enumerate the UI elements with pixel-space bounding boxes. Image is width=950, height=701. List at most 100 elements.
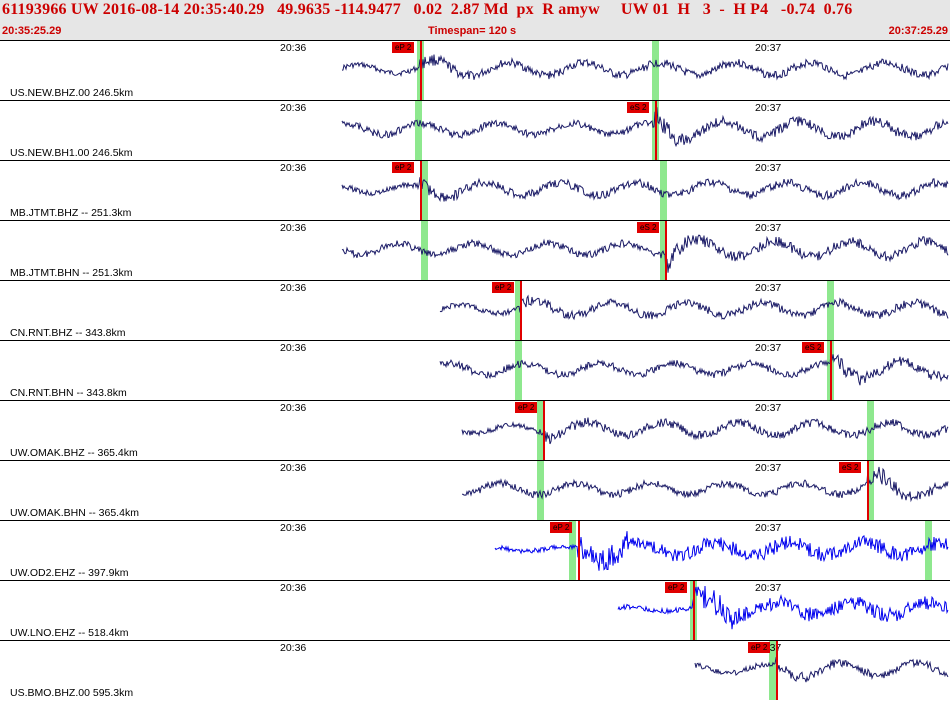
trace-panel[interactable]: 20:36 20:37 eS 2 UW.OMAK.BHN -- 365.4km — [0, 460, 950, 520]
waveform — [341, 177, 949, 203]
trace-panel[interactable]: 20:36 20:37 eP 2 US.NEW.BHZ.00 246.5km — [0, 40, 950, 100]
phase-pick-flag[interactable]: eP 2 — [392, 162, 415, 173]
phase-pick-flag[interactable]: eP 2 — [665, 582, 688, 593]
minute-label-2036: 20:36 — [280, 402, 307, 414]
phase-pick-marker[interactable] — [420, 161, 422, 220]
waveform-trace — [341, 54, 949, 81]
phase-pick-marker[interactable] — [693, 581, 695, 640]
phase-pick-flag[interactable]: eS 2 — [802, 342, 825, 353]
minute-label-2037: 20:37 — [755, 102, 782, 114]
phase-pick-flag[interactable]: eP 2 — [492, 282, 515, 293]
trace-panel[interactable]: 20:36 20:37 eS 2 CN.RNT.BHN -- 343.8km — [0, 340, 950, 400]
waveform — [439, 354, 949, 386]
phase-pick-marker[interactable] — [776, 641, 778, 700]
minute-label-2037: 20:37 — [755, 402, 782, 414]
minute-label-2037: 20:37 — [755, 42, 782, 54]
station-label: MB.JTMT.BHN -- 251.3km — [10, 267, 133, 279]
minute-label-2036: 20:36 — [280, 522, 307, 534]
waveform-trace — [341, 177, 949, 203]
phase-window-band — [867, 461, 874, 520]
minute-label-2037: 20:37 — [755, 162, 782, 174]
station-label: US.NEW.BHZ.00 246.5km — [10, 87, 134, 99]
waveform-trace — [341, 234, 949, 275]
station-label: CN.RNT.BHZ -- 343.8km — [10, 327, 126, 339]
waveform — [617, 585, 949, 630]
trace-panel[interactable]: 20:36 20:37 eP 2 CN.RNT.BHZ -- 343.8km — [0, 280, 950, 340]
waveform — [694, 656, 949, 683]
phase-pick-flag[interactable]: eP 2 — [748, 642, 771, 653]
timespan-label: Timespan= 120 s — [428, 25, 517, 37]
waveform-trace — [439, 294, 949, 321]
phase-window-band — [652, 41, 659, 100]
waveform-trace — [494, 531, 949, 571]
minute-label-2036: 20:36 — [280, 222, 307, 234]
phase-pick-flag[interactable]: eS 2 — [839, 462, 862, 473]
phase-pick-flag[interactable]: eS 2 — [637, 222, 660, 233]
phase-window-band — [569, 521, 576, 580]
station-label: UW.LNO.EHZ -- 518.4km — [10, 627, 129, 639]
phase-window-band — [537, 461, 544, 520]
station-label: US.NEW.BH1.00 246.5km — [10, 147, 133, 159]
phase-pick-marker[interactable] — [830, 341, 832, 400]
station-label: MB.JTMT.BHZ -- 251.3km — [10, 207, 132, 219]
phase-window-band — [925, 521, 932, 580]
phase-pick-marker[interactable] — [520, 281, 522, 340]
minute-label-2037: 20:37 — [755, 582, 782, 594]
waveform-trace — [461, 417, 949, 445]
phase-pick-flag[interactable]: eP 2 — [550, 522, 573, 533]
phase-pick-marker[interactable] — [655, 101, 657, 160]
trace-panel[interactable]: 20:36 20:37 eS 2 US.NEW.BH1.00 246.5km — [0, 100, 950, 160]
phase-pick-marker[interactable] — [420, 41, 422, 100]
phase-window-band — [827, 281, 834, 340]
phase-window-band — [660, 161, 667, 220]
window-end-time: 20:37:25.29 — [888, 25, 948, 37]
waveform-trace — [341, 106, 949, 148]
trace-panel[interactable]: 20:36 20:37 eP 2 UW.OMAK.BHZ -- 365.4km — [0, 400, 950, 460]
phase-window-band — [660, 221, 667, 280]
phase-window-band — [415, 101, 422, 160]
waveform-trace — [617, 585, 949, 630]
phase-pick-marker[interactable] — [867, 461, 869, 520]
station-label: CN.RNT.BHN -- 343.8km — [10, 387, 127, 399]
phase-window-band — [515, 281, 522, 340]
minute-label-2036: 20:36 — [280, 342, 307, 354]
window-start-time: 20:35:25.29 — [2, 25, 62, 37]
waveform — [341, 234, 949, 275]
phase-pick-flag[interactable]: eP 2 — [392, 42, 415, 53]
minute-label-2036: 20:36 — [280, 582, 307, 594]
waveform — [462, 466, 949, 503]
event-summary-line: 61193966 UW 2016-08-14 20:35:40.29 49.96… — [2, 1, 853, 18]
minute-label-2037: 20:37 — [755, 342, 782, 354]
phase-window-band — [769, 641, 776, 700]
event-header: 61193966 UW 2016-08-14 20:35:40.29 49.96… — [0, 0, 950, 40]
waveform — [494, 531, 949, 571]
phase-pick-flag[interactable]: eS 2 — [627, 102, 650, 113]
minute-label-2036: 20:36 — [280, 282, 307, 294]
trace-panel[interactable]: 20:36 20:37 eP 2 UW.LNO.EHZ -- 518.4km — [0, 580, 950, 640]
trace-panel[interactable]: 20:36 20:37 eP 2 MB.JTMT.BHZ -- 251.3km — [0, 160, 950, 220]
minute-label-2036: 20:36 — [280, 102, 307, 114]
waveform — [461, 417, 949, 445]
waveform-trace — [694, 656, 949, 683]
trace-panel[interactable]: 20:36 20:37 eS 2 MB.JTMT.BHN -- 251.3km — [0, 220, 950, 280]
minute-label-2036: 20:36 — [280, 642, 307, 654]
waveform — [341, 54, 949, 81]
station-label: UW.OMAK.BHN -- 365.4km — [10, 507, 139, 519]
phase-window-band — [421, 161, 428, 220]
waveform-trace — [462, 466, 949, 503]
minute-label-2037: 20:37 — [755, 282, 782, 294]
trace-panel[interactable]: 20:36 20:37 eP 2 UW.OD2.EHZ -- 397.9km — [0, 520, 950, 580]
seismogram-traces-panel: 20:36 20:37 eP 2 US.NEW.BHZ.00 246.5km 20:3… — [0, 40, 950, 700]
phase-pick-marker[interactable] — [665, 221, 667, 280]
waveform-trace — [439, 354, 949, 386]
phase-window-band — [515, 341, 522, 400]
station-label: UW.OMAK.BHZ -- 365.4km — [10, 447, 138, 459]
phase-pick-marker[interactable] — [543, 401, 545, 460]
phase-pick-flag[interactable]: eP 2 — [515, 402, 538, 413]
phase-pick-marker[interactable] — [578, 521, 580, 580]
minute-label-2037: 20:37 — [755, 222, 782, 234]
minute-label-2036: 20:36 — [280, 462, 307, 474]
station-label: UW.OD2.EHZ -- 397.9km — [10, 567, 129, 579]
minute-label-2036: 20:36 — [280, 42, 307, 54]
